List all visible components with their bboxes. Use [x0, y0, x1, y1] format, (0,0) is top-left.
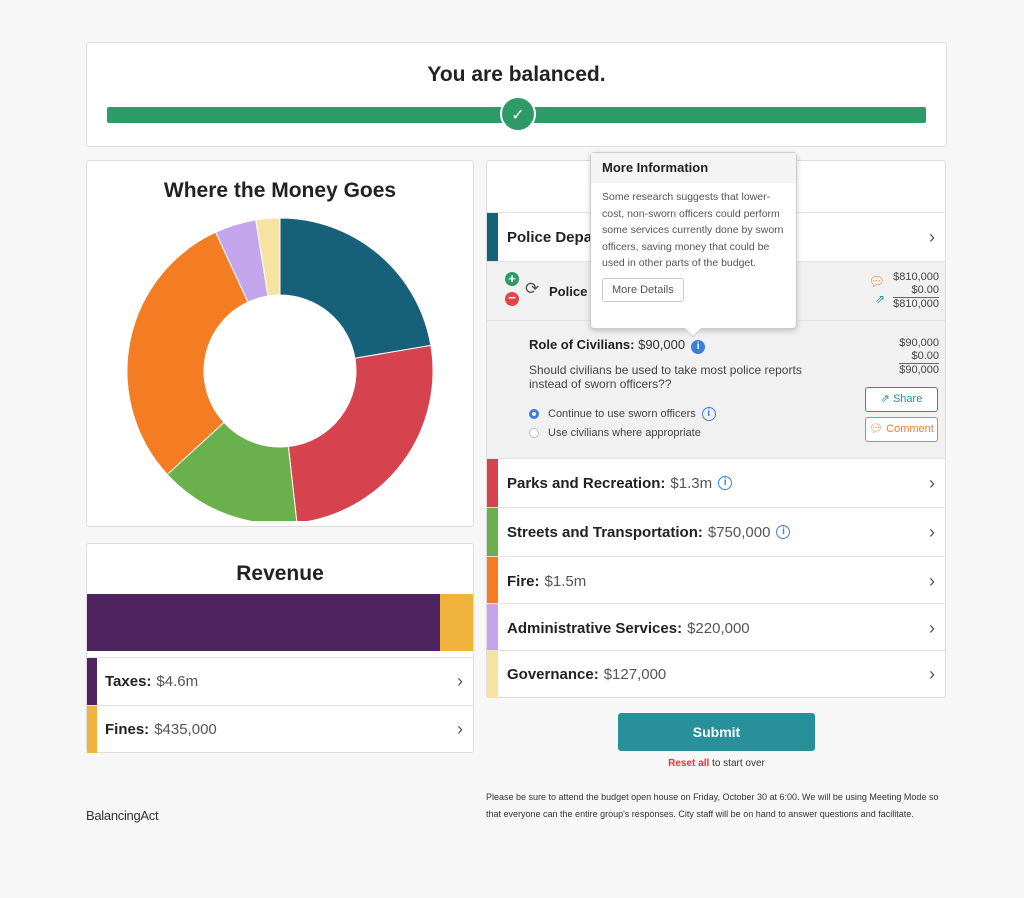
- row-value: $750,000: [707, 523, 771, 541]
- donut-slice-parks-and-recreation: [287, 344, 434, 521]
- row-label: Governance:: [507, 666, 599, 683]
- popover-title: More Information: [591, 153, 796, 183]
- info-icon[interactable]: i: [776, 525, 791, 539]
- chevron-right-icon: ›: [929, 472, 935, 493]
- share-button[interactable]: ⇗ Share: [865, 387, 938, 412]
- budget-row[interactable]: Parks and Recreation: $1.3m i ›: [487, 458, 945, 507]
- row-value: $435,000: [154, 721, 217, 738]
- plus-icon[interactable]: +: [505, 272, 519, 286]
- footer-note: Please be sure to attend the budget open…: [486, 792, 939, 819]
- info-icon[interactable]: i: [718, 476, 733, 490]
- color-stripe: [487, 459, 498, 507]
- row-label: Taxes:: [105, 673, 152, 690]
- radio-unselected[interactable]: [529, 428, 539, 438]
- chevron-right-icon: ›: [457, 671, 463, 691]
- share-icon[interactable]: ⇗: [874, 292, 885, 306]
- chevron-right-icon: ›: [929, 664, 935, 684]
- balancingact-logo: BalancingAct: [86, 808, 159, 823]
- budget-row[interactable]: Administrative Services: $220,000 ›: [487, 603, 945, 652]
- color-stripe: [487, 557, 498, 605]
- reset-all-link[interactable]: Reset all: [668, 758, 710, 769]
- chevron-right-icon: ›: [929, 617, 935, 638]
- chevron-right-icon: ›: [929, 227, 935, 247]
- color-stripe: [487, 604, 498, 652]
- sub-amounts: $810,000 $0.00 $810,000: [893, 271, 939, 310]
- comment-icon[interactable]: 💬︎: [868, 274, 885, 289]
- revenue-bar: [87, 594, 473, 651]
- color-stripe: [87, 706, 97, 753]
- spending-title: Where the Money Goes: [163, 179, 397, 202]
- color-stripe: [487, 508, 498, 556]
- question-text: Should civilians be used to take most po…: [529, 363, 802, 391]
- reset-text: Reset all to start over: [668, 758, 765, 769]
- revenue-bar-fines: [439, 594, 473, 651]
- color-stripe: [487, 651, 498, 698]
- revenue-row-fines[interactable]: Fines: $435,000 ›: [87, 705, 473, 753]
- chevron-right-icon: ›: [457, 719, 463, 739]
- sub-item-label: Police: [549, 284, 588, 299]
- row-value: $1.5m: [544, 572, 587, 590]
- row-value: $1.3m: [670, 474, 713, 492]
- revenue-title: Revenue: [236, 562, 324, 585]
- color-stripe: [87, 658, 97, 705]
- more-information-popover: More Information Some research suggests …: [590, 152, 797, 338]
- police-expanded: + − ⟳ Police 💬︎ ⇗ $810,000 $0.00 $810,000 …: [487, 261, 945, 458]
- radio-selected[interactable]: [529, 409, 539, 419]
- chevron-right-icon: ›: [929, 570, 935, 591]
- revenue-bar-taxes: [87, 594, 440, 651]
- submit-button[interactable]: Submit: [618, 713, 815, 751]
- budget-panel: Police Department › + − ⟳ Police 💬︎ ⇗ $8…: [486, 160, 946, 698]
- revenue-row-taxes[interactable]: Taxes: $4.6m ›: [87, 657, 473, 705]
- refresh-icon[interactable]: ⟳: [525, 279, 540, 298]
- comment-button[interactable]: 💬︎ Comment: [865, 417, 938, 442]
- info-icon[interactable]: i: [701, 407, 716, 421]
- row-label: Fines:: [105, 721, 150, 738]
- row-value: $220,000: [687, 619, 750, 637]
- row-label: Fire:: [507, 572, 540, 590]
- balance-panel: You are balanced. ✓: [86, 42, 947, 147]
- check-icon: ✓: [500, 96, 536, 132]
- budget-row[interactable]: Fire: $1.5m ›: [487, 556, 945, 605]
- question-title: Role of Civilians: $90,000 i: [529, 337, 706, 354]
- donut-slice-fire: [126, 231, 249, 476]
- donut-slice-governance: [255, 217, 281, 297]
- row-value: $127,000: [603, 666, 667, 683]
- row-value: $4.6m: [156, 673, 199, 690]
- budget-row[interactable]: Governance: $127,000 ›: [487, 650, 945, 698]
- row-label: Administrative Services:: [507, 619, 683, 637]
- option-sworn-officers[interactable]: Continue to use sworn officers i: [529, 407, 716, 421]
- question-amounts: $90,000 $0.00 $90,000: [899, 337, 939, 376]
- popover-text: Some research suggests that lower-cost, …: [602, 191, 784, 269]
- balance-title: You are balanced.: [427, 63, 606, 86]
- spending-donut-chart: [126, 217, 434, 521]
- revenue-panel: Revenue Taxes: $4.6m › Fines: $435,000 ›: [86, 543, 474, 753]
- option-civilians[interactable]: Use civilians where appropriate: [529, 427, 701, 439]
- donut-slice-police-department: [279, 217, 432, 359]
- budget-row[interactable]: Streets and Transportation: $750,000 i ›: [487, 507, 945, 556]
- info-icon[interactable]: i: [691, 340, 706, 354]
- row-label: Streets and Transportation:: [507, 523, 703, 541]
- spending-panel: Where the Money Goes: [86, 160, 474, 527]
- more-details-button[interactable]: More Details: [602, 277, 684, 302]
- row-label: Parks and Recreation:: [507, 474, 666, 492]
- minus-icon[interactable]: −: [505, 291, 519, 306]
- chevron-right-icon: ›: [929, 521, 935, 542]
